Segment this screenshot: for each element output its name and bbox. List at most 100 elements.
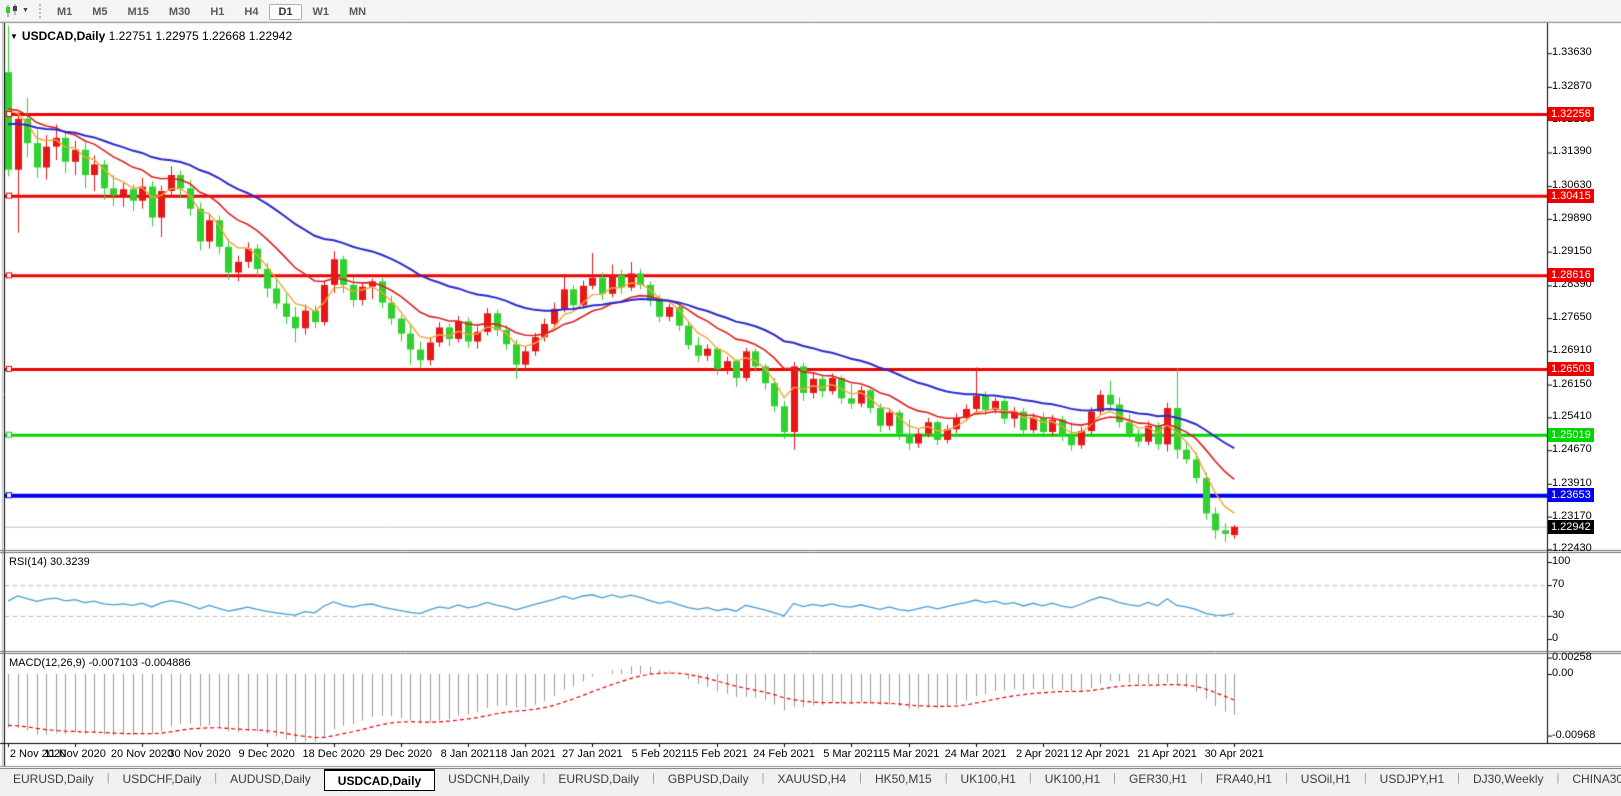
price-line-label: 1.22942 <box>1548 519 1594 534</box>
timeframe-button-M15[interactable]: M15 <box>127 5 149 18</box>
price-tick-label: 1.27650 <box>1552 311 1592 324</box>
price-line-label: 1.23653 <box>1548 488 1594 503</box>
date-axis-label: 2 Nov 2020 <box>9 748 67 760</box>
date-axis-label: 2 Apr 2021 <box>1016 748 1070 760</box>
symbol-tab-EURUSD-Daily[interactable]: EURUSD,Daily <box>558 772 640 786</box>
date-axis-label: 8 Jan 2021 <box>440 748 496 760</box>
symbol-tab-FRA40-H1[interactable]: FRA40,H1 <box>1215 772 1272 786</box>
rsi-axis-label: 30 <box>1552 608 1565 621</box>
symbol-tab-HK50-M15[interactable]: HK50,M15 <box>874 772 932 786</box>
price-tick-label: 1.23170 <box>1552 509 1592 522</box>
tab-separator: | <box>542 772 546 784</box>
tab-separator: | <box>1113 772 1117 784</box>
date-axis-label: 24 Feb 2021 <box>753 748 815 760</box>
chart-title: ▼ USDCAD,Daily 1.22751 1.22975 1.22668 1.… <box>10 29 292 43</box>
symbol-tab-USDCHF-Daily[interactable]: USDCHF,Daily <box>122 772 202 786</box>
price-tick-label: 1.26150 <box>1552 377 1592 390</box>
macd-indicator-label: MACD(12,26,9) -0.007103 -0.004886 <box>9 657 191 669</box>
timeframe-button-M1[interactable]: M1 <box>56 5 73 18</box>
timeframe-button-H1[interactable]: H1 <box>210 5 225 18</box>
date-axis-label: 11 Nov 2020 <box>44 748 106 760</box>
timeframe-button-M30[interactable]: M30 <box>168 5 191 18</box>
symbol-tab-USDJPY-H1[interactable]: USDJPY,H1 <box>1379 772 1445 786</box>
date-axis-label: 9 Dec 2020 <box>238 748 295 760</box>
symbol-collapse-icon[interactable]: ▼ <box>10 32 18 41</box>
symbol-tab-bar: EURUSD,Daily | USDCHF,Daily | AUDUSD,Daily US… <box>0 768 1621 791</box>
tab-separator: | <box>1200 772 1203 784</box>
price-line-label: 1.32258 <box>1548 107 1594 121</box>
date-axis-label: 15 Mar 2021 <box>877 748 940 760</box>
timeframe-button-D1[interactable]: D1 <box>269 3 302 20</box>
price-tick-label: 1.29890 <box>1552 211 1592 224</box>
date-axis-label: 24 Mar 2021 <box>944 748 1007 760</box>
symbol-tab-GBPUSD-Daily[interactable]: GBPUSD,Daily <box>667 772 749 786</box>
date-axis-label: 18 Jan 2021 <box>495 748 556 760</box>
date-axis-label: 30 Nov 2020 <box>168 748 231 760</box>
tab-separator: | <box>106 772 110 784</box>
toolbar-grip <box>38 3 41 18</box>
bottom-strip <box>0 790 1621 796</box>
date-axis-label: 29 Dec 2020 <box>369 748 432 760</box>
date-axis-label: 18 Dec 2020 <box>302 748 365 760</box>
chart-symbol-label: USDCAD,Daily <box>21 29 106 43</box>
price-tick-label: 1.26910 <box>1552 343 1592 356</box>
date-axis-label: 5 Feb 2021 <box>631 748 688 760</box>
date-axis-label: 27 Jan 2021 <box>562 748 623 760</box>
chart-ohlc-values: 1.22751 1.22975 1.22668 1.22942 <box>108 29 293 43</box>
timeframe-button-M5[interactable]: M5 <box>92 5 108 18</box>
price-tick-label: 1.22430 <box>1552 542 1592 555</box>
tab-separator: | <box>1284 772 1288 784</box>
price-tick-label: 1.25410 <box>1552 410 1592 423</box>
date-axis-label: 30 Apr 2021 <box>1204 748 1264 760</box>
symbol-tab-UK100-H1[interactable]: UK100,H1 <box>1044 772 1101 786</box>
tab-separator: | <box>944 772 948 784</box>
price-line-label: 1.25019 <box>1548 427 1594 442</box>
price-tick-label: 1.31390 <box>1552 145 1592 158</box>
tab-separator: | <box>214 772 218 784</box>
price-line-label: 1.28616 <box>1548 268 1594 283</box>
date-axis-label: 20 Nov 2020 <box>110 748 174 760</box>
timeframe-button-group: M1 M5 M15 M30 H1 H4 D1 W1 MN <box>47 2 376 20</box>
price-line-label: 1.26503 <box>1548 361 1594 376</box>
price-tick-label: 1.32870 <box>1552 79 1592 92</box>
price-tick-label: 1.23910 <box>1552 476 1592 489</box>
rsi-axis-label: 0 <box>1552 632 1559 644</box>
symbol-tab-AUDUSD-Daily[interactable]: AUDUSD,Daily <box>230 772 311 786</box>
symbol-tab-USDCNH-Daily[interactable]: USDCNH,Daily <box>448 772 530 786</box>
tab-separator: | <box>652 772 655 784</box>
tab-separator: | <box>859 772 862 784</box>
symbol-tab-EURUSD-Daily[interactable]: EURUSD,Daily <box>13 772 94 786</box>
date-axis-label: 15 Feb 2021 <box>686 748 748 760</box>
symbol-tab-XAUUSD-H4[interactable]: XAUUSD,H4 <box>777 772 847 786</box>
price-tick-label: 1.29150 <box>1552 244 1592 257</box>
date-axis-label: 21 Apr 2021 <box>1137 748 1197 760</box>
symbol-tab-USDCAD-Daily[interactable]: USDCAD,Daily <box>323 769 436 791</box>
macd-axis-label: -0.00968 <box>1552 728 1596 741</box>
macd-axis-label: 0.00 <box>1552 667 1574 679</box>
chart-toolbar: ▼ M1 M5 M15 M30 H1 H4 D1 W1 MN <box>0 0 1621 22</box>
symbol-tab-USOil-H1[interactable]: USOil,H1 <box>1300 772 1351 786</box>
price-tick-label: 1.33630 <box>1552 46 1592 59</box>
timeframe-button-MN[interactable]: MN <box>349 5 367 18</box>
timeframe-button-H4[interactable]: H4 <box>244 5 259 18</box>
tab-separator: | <box>1556 772 1560 784</box>
rsi-axis-label: 100 <box>1552 555 1571 567</box>
candlestick-chart-icon[interactable] <box>4 3 20 18</box>
price-tick-label: 1.30630 <box>1552 179 1592 192</box>
price-line-label: 1.30415 <box>1548 188 1594 203</box>
tab-separator: | <box>1457 772 1461 784</box>
symbol-tab-CHINA300-H1[interactable]: CHINA300,H1 <box>1572 772 1621 786</box>
symbol-tab-DJ30-Weekly[interactable]: DJ30,Weekly <box>1473 772 1544 786</box>
date-axis-label: 12 Apr 2021 <box>1070 748 1130 760</box>
symbol-tab-GER30-H1[interactable]: GER30,H1 <box>1129 772 1188 786</box>
symbol-tab-UK100-H1[interactable]: UK100,H1 <box>960 772 1016 786</box>
tab-separator: | <box>1028 772 1032 784</box>
date-axis-label: 5 Mar 2021 <box>823 748 879 760</box>
tab-separator: | <box>1363 772 1367 784</box>
caret-down-icon[interactable]: ▼ <box>22 7 29 14</box>
tab-separator: | <box>761 772 765 784</box>
rsi-indicator-label: RSI(14) 30.3239 <box>9 556 90 568</box>
timeframe-button-W1[interactable]: W1 <box>312 5 330 18</box>
